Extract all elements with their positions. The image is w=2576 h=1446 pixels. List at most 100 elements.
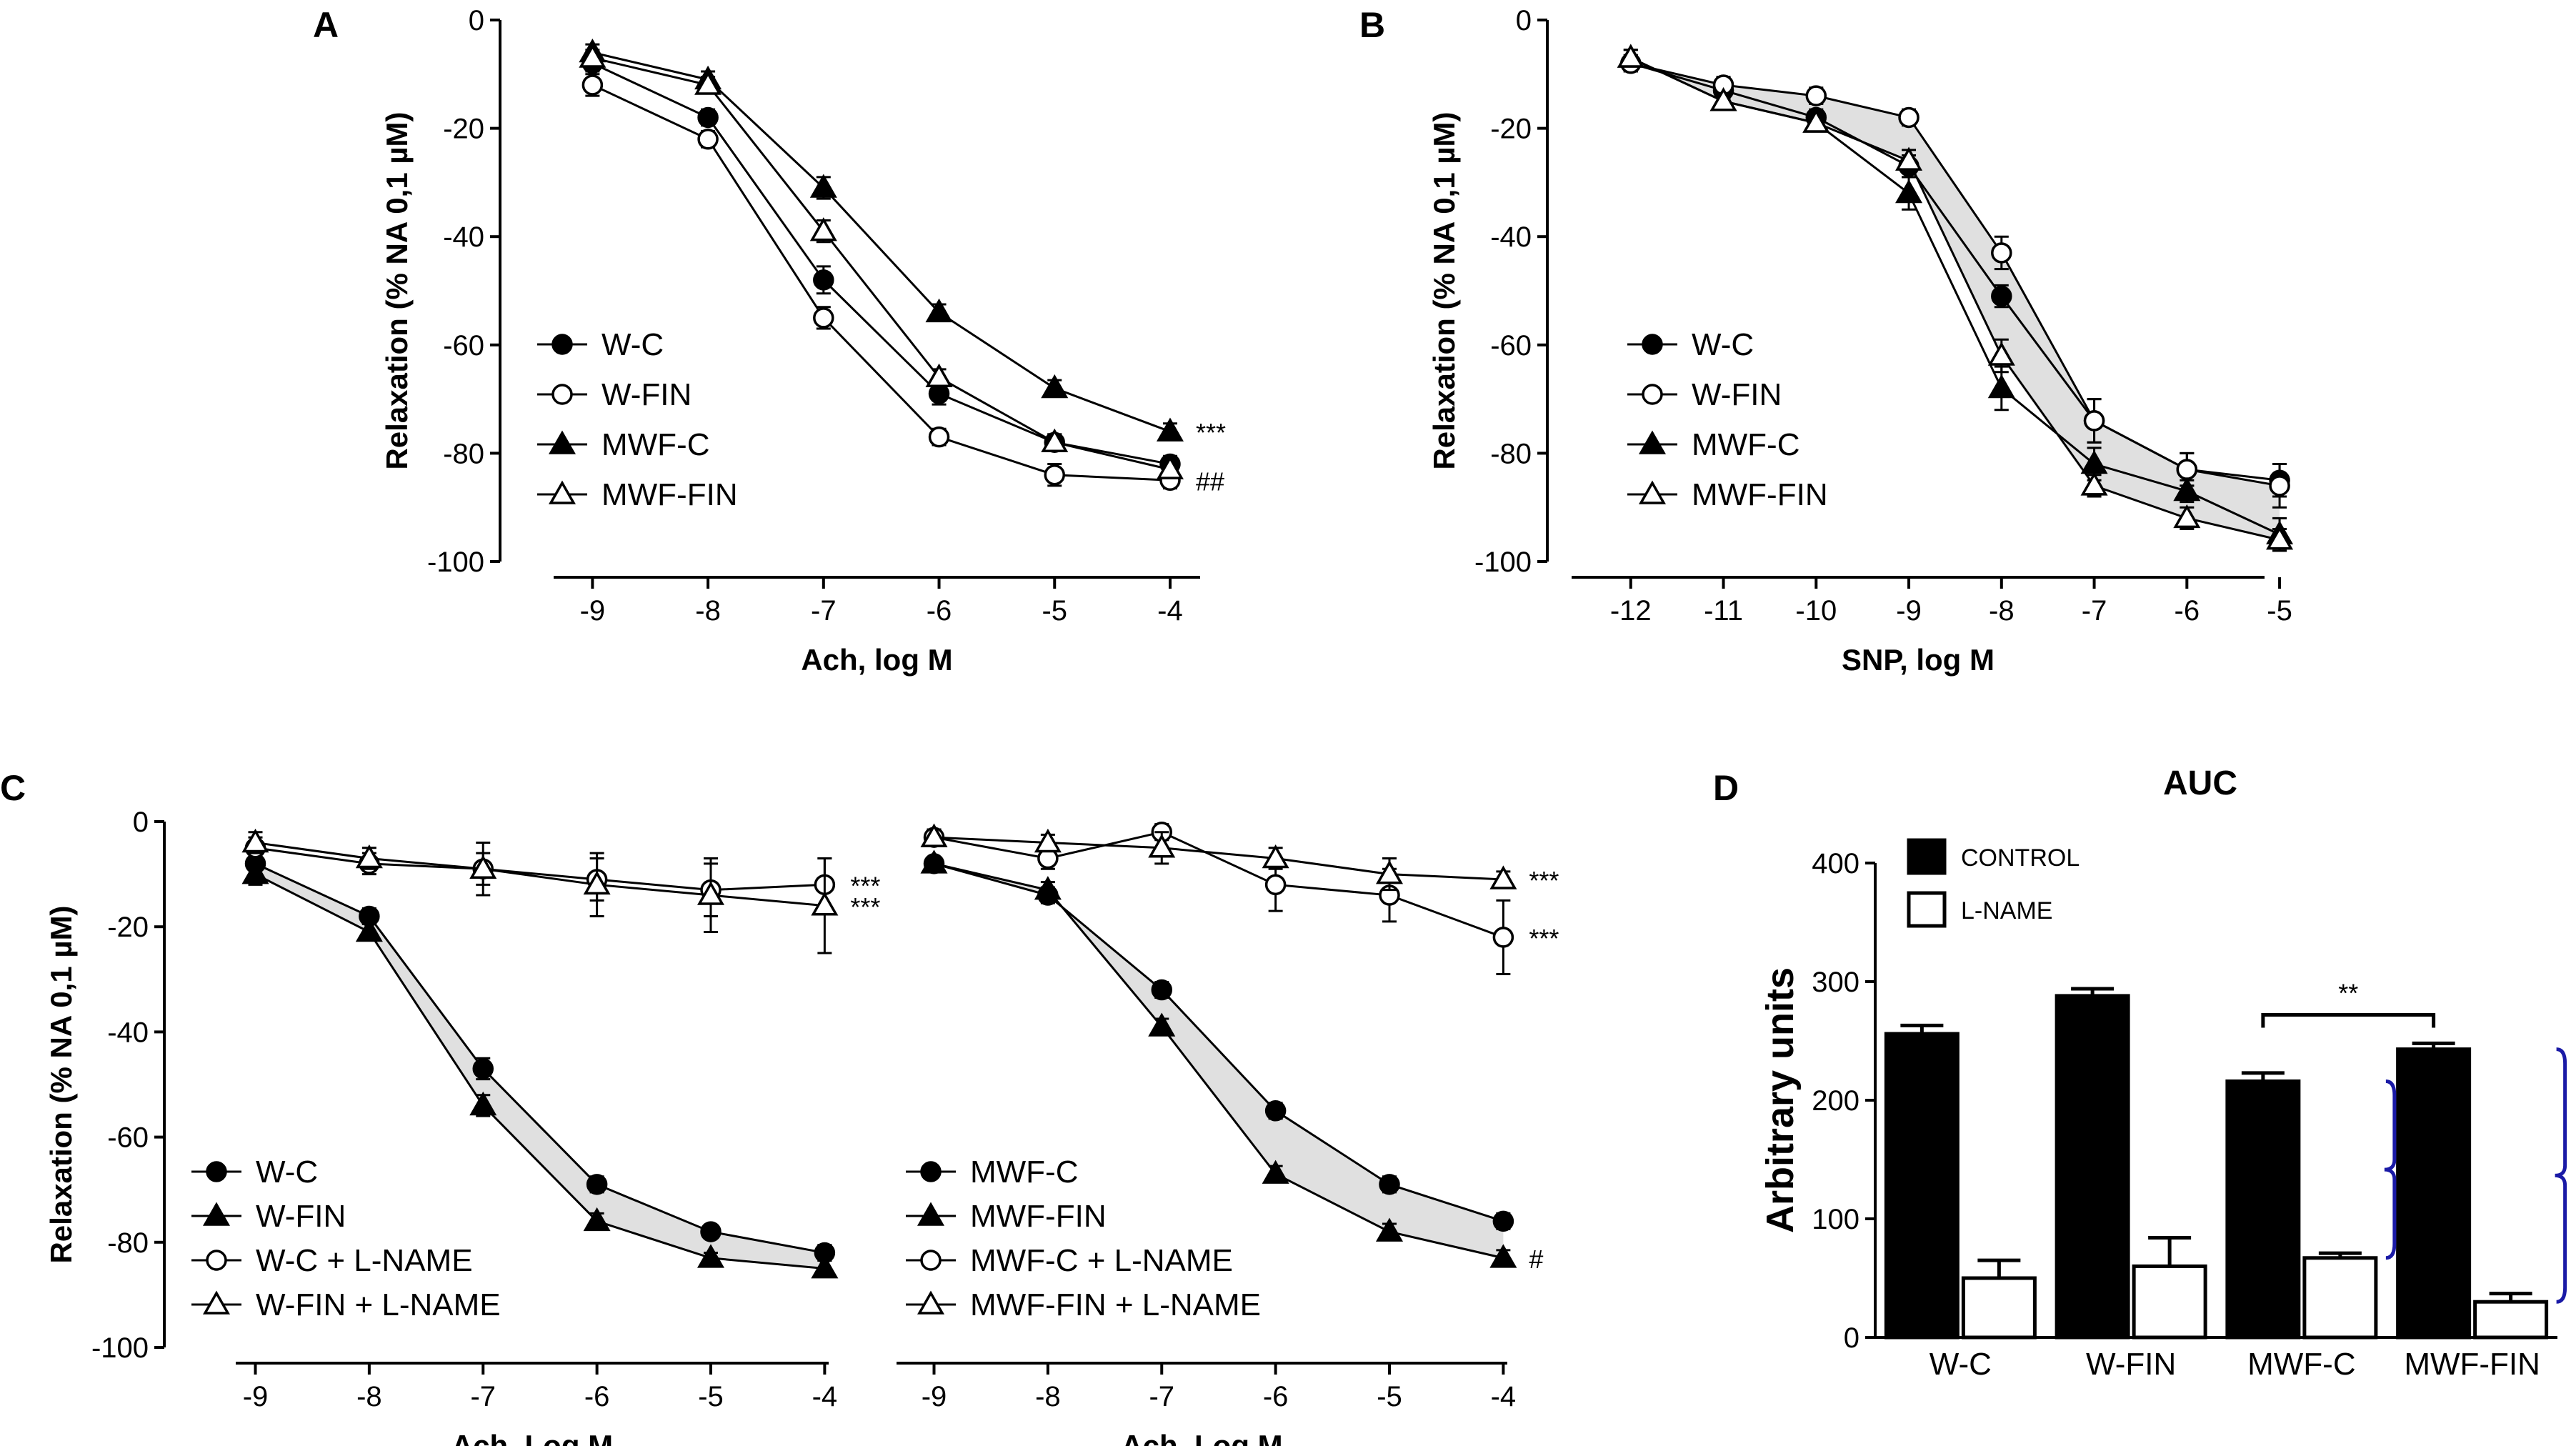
series-line-w-fin [1630, 62, 2280, 487]
y-tick-label: -80 [107, 1227, 149, 1259]
y-tick-label: -40 [107, 1017, 149, 1048]
significance-annotation: *** [1196, 418, 1226, 447]
legend-marker-w-c [206, 1161, 227, 1182]
x-tick-label: -6 [1263, 1381, 1289, 1412]
legend-marker-w-c [551, 334, 573, 355]
series-line-w-fin [254, 873, 825, 1270]
y-tick-label: 300 [1812, 967, 1859, 998]
data-point-mwf-fin [694, 71, 722, 95]
data-point-w-fin-l-name [355, 844, 383, 869]
panel-c-right-chart: -9 -8 -7 -6 -5 -4 Ach, Log M *** *** # MWF-C MWF-FI… [897, 821, 1559, 1446]
x-tick-label: -4 [1491, 1381, 1517, 1412]
panel-label-b: B [1359, 5, 1385, 45]
x-tick-label: -4 [812, 1381, 838, 1412]
data-point-w-fin [1898, 106, 1919, 129]
x-axis-label: Ach, Log M [1121, 1429, 1282, 1446]
significance-annotation: *** [1529, 866, 1559, 895]
legend-label: MWF-FIN [601, 477, 738, 512]
data-point-w-fin-l-name [583, 870, 611, 895]
data-point-mwf-c [1895, 179, 1923, 204]
data-point-mwf-fin [1041, 428, 1069, 452]
shaded-band-0 [1630, 58, 2280, 540]
data-point-w-fin [697, 129, 719, 150]
y-tick-label: -40 [1490, 221, 1532, 253]
y-tick-label: -100 [91, 1332, 149, 1364]
x-tick-label: -5 [1377, 1381, 1402, 1412]
series-line-w-c [254, 862, 825, 1254]
y-tick-label: -20 [1490, 114, 1532, 145]
legend-marker-mwf-fin [548, 480, 576, 504]
series-line-mwf-c-l-name [934, 831, 1504, 939]
data-point-mwf-fin [2266, 526, 2294, 550]
panel-a-chart: 0 -20 -40 -60 -80 -100 Relaxation (% NA 0,1 µM… [380, 5, 1226, 677]
significance-annotation: *** [850, 871, 880, 900]
data-point-mwf-fin [1375, 1217, 1404, 1242]
x-tick-label: -8 [1989, 595, 2015, 627]
x-tick-label: -6 [2175, 595, 2200, 627]
y-tick-label: 0 [133, 807, 149, 838]
difference-bracket [2555, 1047, 2567, 1304]
data-point-mwf-fin [2080, 472, 2108, 496]
legend-label: MWF-FIN + L-NAME [970, 1287, 1261, 1322]
y-tick-label: 200 [1812, 1085, 1859, 1117]
data-point-w-fin-l-name [697, 881, 725, 905]
y-tick-label: -100 [427, 547, 484, 578]
legend-label: W-C [601, 327, 664, 362]
x-tick-label: -8 [695, 595, 721, 627]
x-tick-label: -9 [243, 1381, 269, 1412]
data-point-mwf-fin [925, 363, 953, 388]
legend-label: W-FIN [256, 1199, 346, 1234]
data-point-w-fin [2083, 410, 2105, 432]
panel-c-left-chart: 0 -20 -40 -60 -80 -100 Relaxation (% NA 0,1 µM… [44, 807, 880, 1446]
y-axis-label: Arbitrary units [1759, 967, 1802, 1233]
legend-label: MWF-C [1692, 427, 1800, 462]
bar-control-w-fin [2055, 994, 2130, 1340]
data-point-mwf-fin [809, 217, 837, 241]
legend-label: MWF-C + L-NAME [970, 1243, 1233, 1278]
y-axis-label: Relaxation (% NA 0,1 µM) [1427, 111, 1461, 469]
data-point-mwf-fin-l-name [1262, 844, 1289, 869]
legend-marker-mwf-c [1638, 430, 1667, 454]
series-line-mwf-fin [592, 56, 1171, 471]
series-line-mwf-c [592, 51, 1171, 433]
y-tick-label: -100 [1474, 547, 1532, 578]
y-tick-label: -80 [1490, 438, 1532, 469]
data-point-w-c [586, 1174, 608, 1195]
legend-swatch-control [1907, 838, 1947, 875]
significance-bracket [2261, 1012, 2436, 1028]
data-point-mwf-fin [1034, 876, 1062, 900]
data-point-w-fin [581, 74, 604, 96]
bar-l-name-mwf-c [2302, 1256, 2378, 1340]
data-point-w-c [697, 106, 719, 129]
x-tick-label: -9 [922, 1381, 947, 1412]
data-point-mwf-c [925, 298, 953, 323]
data-point-mwf-c-l-name [1492, 927, 1514, 948]
data-point-w-c [1991, 285, 2012, 307]
legend-label: W-FIN [601, 377, 692, 412]
data-point-mwf-fin [2173, 504, 2201, 529]
panel-label-c: C [0, 768, 26, 808]
data-point-mwf-fin [1617, 44, 1644, 68]
data-point-w-fin [241, 860, 269, 884]
data-point-mwf-c-l-name [1264, 874, 1287, 896]
data-point-w-fin [583, 1207, 611, 1232]
x-tick-label: -6 [927, 595, 952, 627]
legend-label: W-FIN [1692, 377, 1782, 412]
y-axis-label: Relaxation (% NA 0,1 µM) [44, 905, 78, 1263]
shaded-band-0 [255, 863, 825, 1269]
legend-marker-mwf-fin [917, 1202, 945, 1226]
data-point-mwf-fin [1262, 1160, 1289, 1184]
x-tick-label: -5 [1042, 595, 1067, 627]
legend-marker-w-fin-l-name [202, 1290, 231, 1315]
legend-label: L-NAME [1961, 897, 2052, 924]
data-point-mwf-c [809, 174, 837, 198]
data-point-mwf-fin-l-name [1489, 865, 1517, 889]
data-point-w-fin-l-name [469, 854, 497, 879]
panel-label-d: D [1713, 768, 1739, 808]
y-tick-label: -40 [443, 221, 484, 253]
data-point-mwf-fin [1987, 341, 2015, 366]
series-line-mwf-fin [934, 862, 1504, 1260]
panel-label-a: A [313, 5, 339, 45]
series-line-w-fin [591, 84, 1171, 482]
x-tick-label: -9 [1896, 595, 1922, 627]
